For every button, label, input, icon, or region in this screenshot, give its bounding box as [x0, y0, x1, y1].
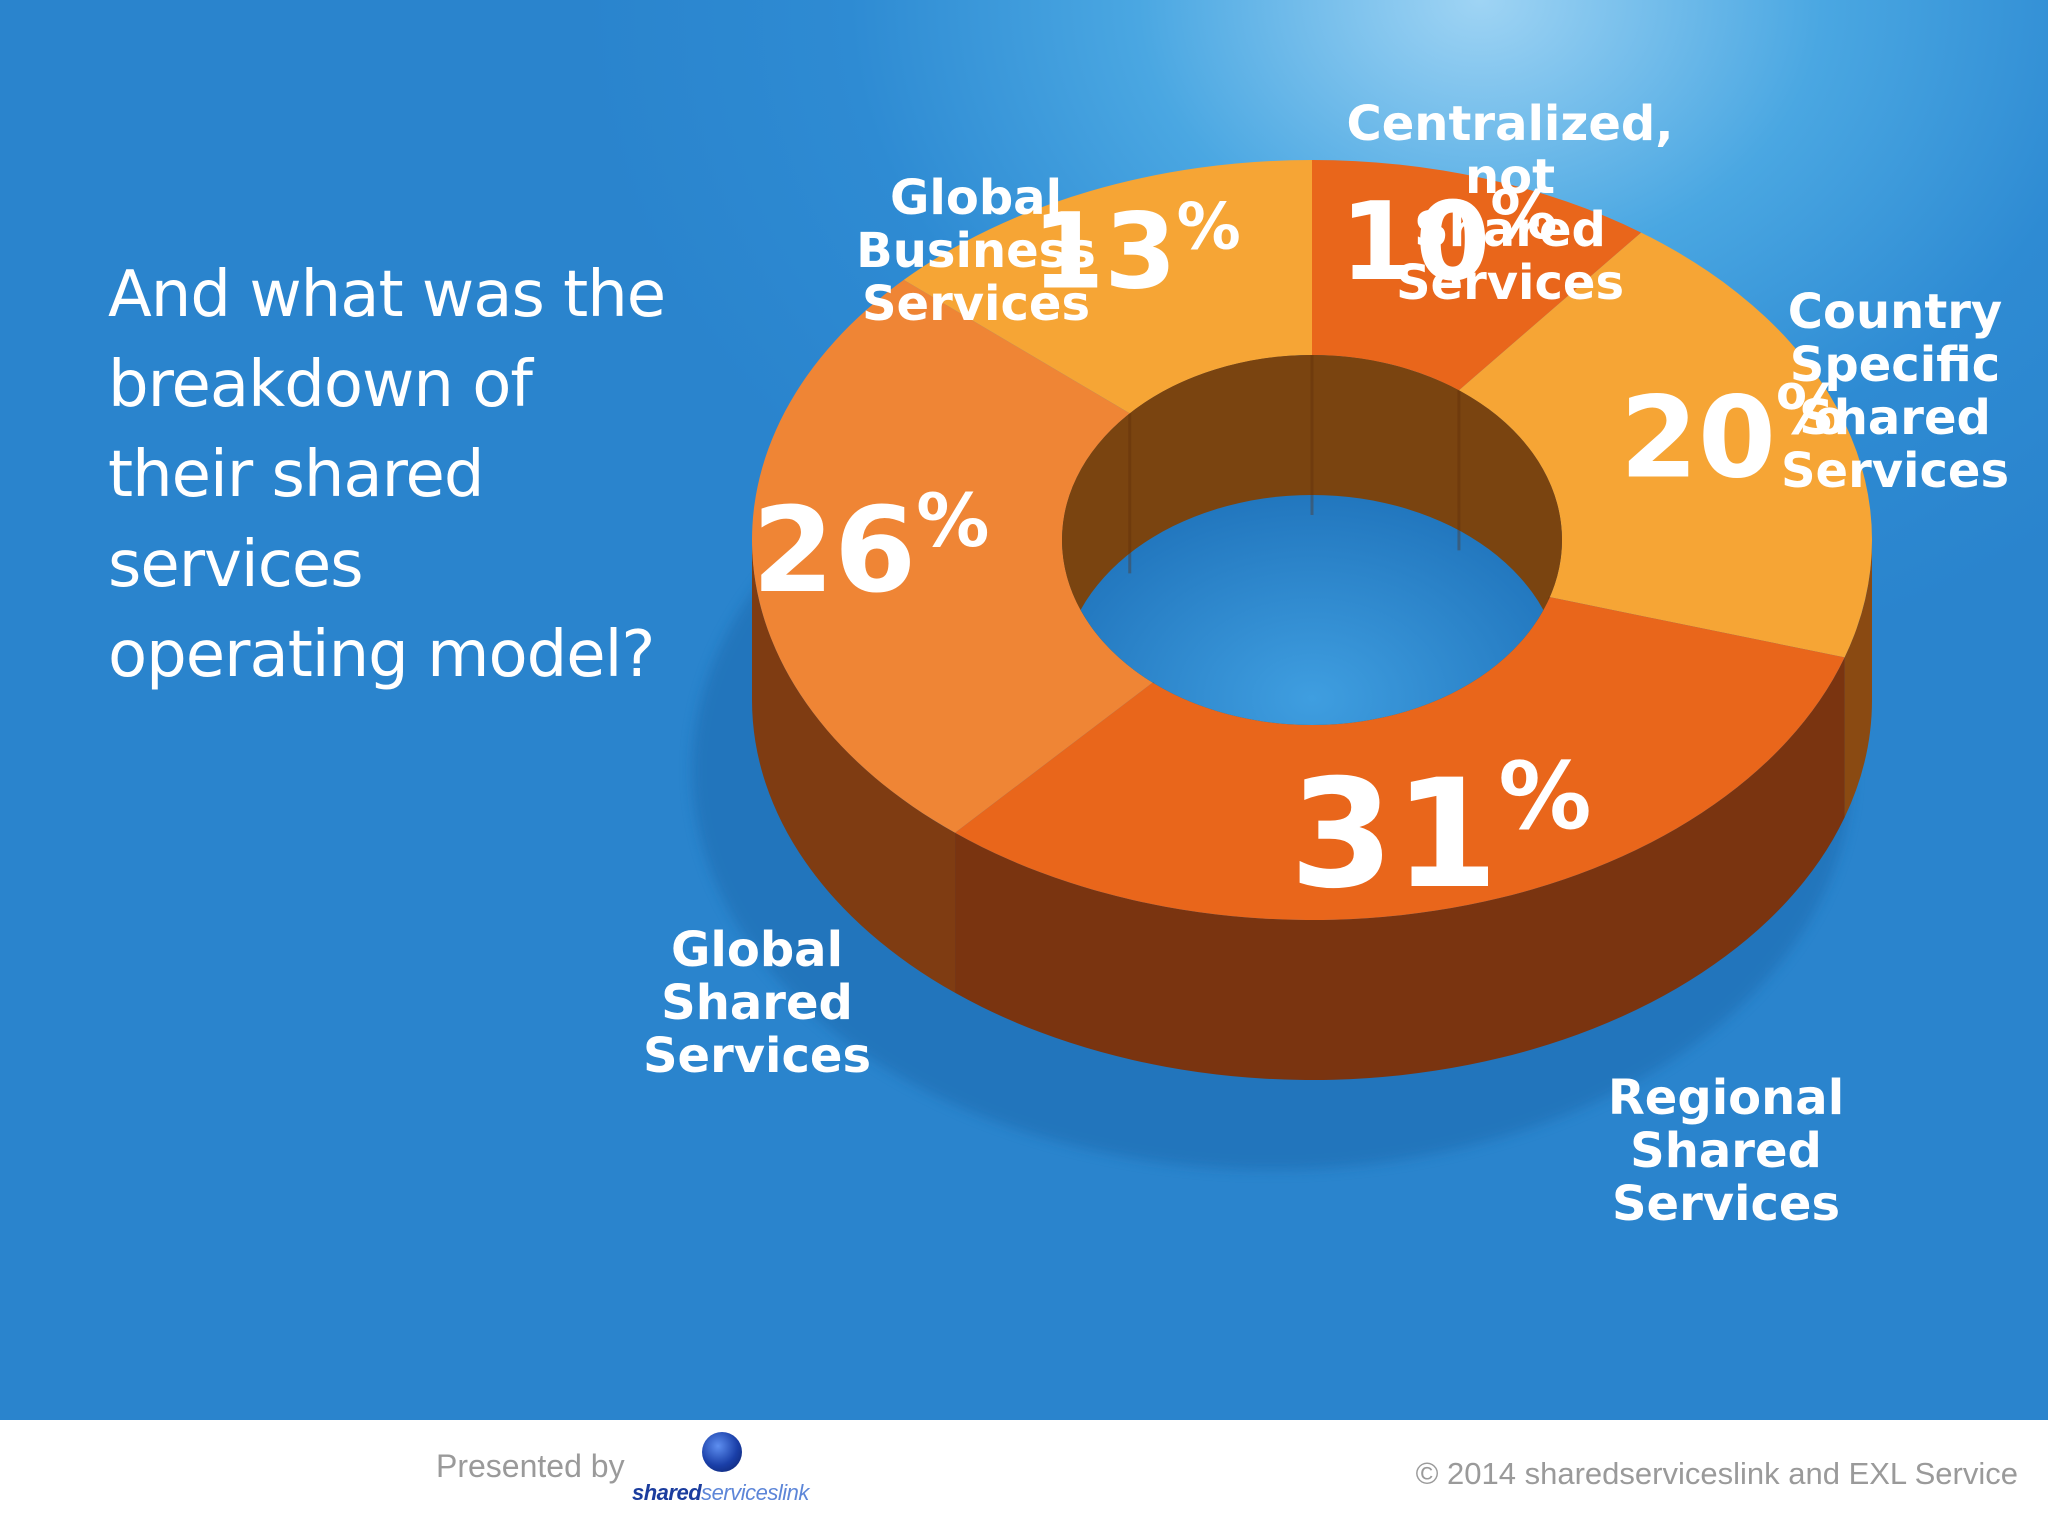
sharedserviceslink-logo: sharedserviceslink — [632, 1428, 832, 1528]
logo-text-light: services — [701, 1480, 778, 1505]
pct-number-1: 20 — [1620, 373, 1776, 503]
pct-label-3: 26% — [752, 479, 989, 619]
pct-sign-3: % — [916, 479, 989, 564]
pct-number-3: 26 — [752, 481, 916, 619]
footer-bar: Presented by sharedserviceslink © 2014 s… — [0, 1420, 2048, 1536]
pct-sign-0: % — [1490, 176, 1557, 254]
logo-wordmark: sharedserviceslink — [632, 1480, 832, 1506]
pct-number-2: 31 — [1290, 748, 1499, 922]
slice-3 — [752, 279, 1153, 833]
slice-4 — [903, 160, 1312, 414]
category-label-0: Centralized, not Shared Services — [1346, 96, 1674, 311]
logo-text-strong: shared — [632, 1480, 702, 1505]
category-label-3: Global Shared Services — [642, 922, 872, 1084]
pct-sign-4: % — [1177, 190, 1241, 264]
category-label-2: Regional Shared Services — [1607, 1070, 1845, 1232]
pct-label-2: 31% — [1290, 742, 1592, 922]
pct-sign-2: % — [1498, 742, 1591, 850]
presented-by-text: Presented by — [436, 1448, 625, 1484]
hole-floor-visible — [1062, 495, 1562, 725]
globe-icon — [702, 1432, 742, 1472]
slice-0 — [1312, 160, 1642, 391]
slide-background: And what was the breakdown of their shar… — [0, 0, 2048, 1420]
chart-slices — [752, 160, 1873, 921]
category-label-1: Country Specific Shared Services — [1780, 284, 2010, 499]
chart-value-labels: 10%20%31%26%13% — [752, 176, 1845, 922]
pct-number-0: 10 — [1340, 180, 1490, 305]
slice-1 — [1458, 232, 1873, 658]
pct-number-4: 13 — [1032, 191, 1177, 313]
hole-view — [1062, 355, 1562, 725]
side-wall-1-0 — [1844, 540, 1872, 818]
donut-chart: 10%20%31%26%13% — [692, 160, 1873, 1170]
side-wall-3-0 — [752, 540, 956, 993]
pct-label-1: 20% — [1620, 371, 1845, 504]
category-label-4: Global Business Services — [856, 170, 1096, 332]
logo-text-end: link — [777, 1480, 810, 1505]
side-wall-2-0 — [955, 657, 1845, 1081]
pct-label-4: 13% — [1032, 190, 1241, 313]
chart-side-walls — [752, 540, 1872, 1081]
question-heading: And what was the breakdown of their shar… — [108, 258, 666, 692]
pct-sign-1: % — [1776, 371, 1845, 451]
pct-label-0: 10% — [1340, 176, 1557, 305]
copyright-text: © 2014 sharedserviceslink and EXL Servic… — [1415, 1456, 2018, 1491]
slice-2 — [955, 597, 1845, 921]
